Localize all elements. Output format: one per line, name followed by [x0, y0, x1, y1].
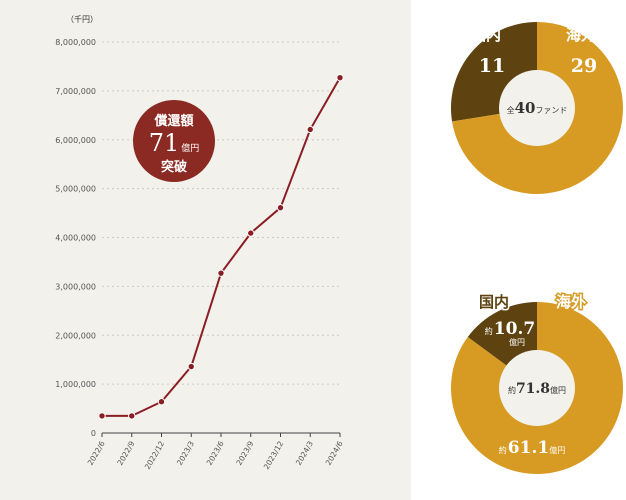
domestic-amount-unit: 億円	[509, 337, 525, 347]
domestic-amount-prefix: 約	[485, 326, 493, 336]
badge-subtitle: 突破	[161, 159, 187, 175]
data-point	[157, 398, 166, 406]
badge-number: 71	[149, 129, 180, 157]
badge-title: 償還額	[153, 113, 193, 129]
total-number: 40	[515, 99, 536, 117]
y-tick-label: 3,000,000	[55, 282, 96, 291]
x-tick-label: 2022/6	[86, 439, 107, 467]
domestic-amount: 約10.7	[485, 319, 535, 339]
x-tick-label: 2024/3	[294, 439, 315, 467]
data-point	[336, 73, 344, 82]
data-point	[276, 203, 285, 212]
x-tick-label: 2024/6	[324, 439, 345, 467]
y-axis-unit-label: （千円）	[66, 14, 98, 24]
overseas-fund-count: 29	[571, 55, 597, 77]
data-point	[98, 412, 106, 420]
amount-center	[499, 350, 575, 426]
y-tick-label: 0	[91, 429, 96, 438]
x-tick-label: 2023/6	[205, 439, 226, 467]
domestic-amount-label: 国内	[479, 293, 509, 311]
overseas-amount-number: 61.1	[508, 438, 549, 458]
badge-unit: 億円	[181, 142, 199, 154]
total-amount-prefix: 約	[508, 385, 516, 395]
domestic-fund-count: 11	[479, 55, 505, 77]
total-prefix: 全	[507, 105, 515, 115]
x-tick-label: 2022/12	[143, 439, 166, 471]
x-tick-label: 2023/3	[175, 439, 196, 467]
y-tick-label: 5,000,000	[55, 185, 96, 194]
y-tick-label: 7,000,000	[55, 87, 96, 96]
domestic-amount-number: 10.7	[494, 319, 535, 339]
total-amount-number: 71.8	[516, 381, 550, 397]
data-point	[306, 125, 314, 134]
x-tick-label: 2023/9	[234, 439, 255, 467]
total-amount: 約71.8億円	[508, 381, 566, 397]
badge-amount: 71 億円	[149, 129, 200, 157]
data-point	[128, 412, 136, 420]
x-tick-label: 2022/9	[115, 439, 136, 467]
overseas-amount-prefix: 約	[499, 445, 507, 455]
data-point	[187, 362, 195, 371]
overseas-amount-unit: 億円	[549, 445, 565, 455]
data-point	[247, 229, 255, 237]
line-chart-panel	[0, 0, 411, 500]
x-tick-label: 2023/12	[262, 439, 285, 471]
y-tick-label: 6,000,000	[55, 136, 96, 145]
total-amount-unit: 億円	[550, 385, 566, 395]
y-tick-label: 8,000,000	[55, 38, 96, 47]
y-tick-label: 4,000,000	[55, 234, 96, 243]
redemption-badge	[133, 100, 215, 182]
overseas-label: 海外	[566, 26, 596, 44]
total-suffix: ファンド	[535, 106, 567, 115]
overseas-amount-label: 海外	[556, 293, 586, 311]
domestic-label: 国内	[471, 26, 501, 44]
total-fund-count: 全40ファンド	[507, 99, 568, 117]
y-tick-label: 1,000,000	[55, 380, 96, 389]
fund-count-center	[499, 70, 575, 146]
data-point	[217, 269, 225, 277]
overseas-amount: 約61.1億円	[499, 438, 565, 458]
y-tick-label: 2,000,000	[55, 331, 96, 340]
